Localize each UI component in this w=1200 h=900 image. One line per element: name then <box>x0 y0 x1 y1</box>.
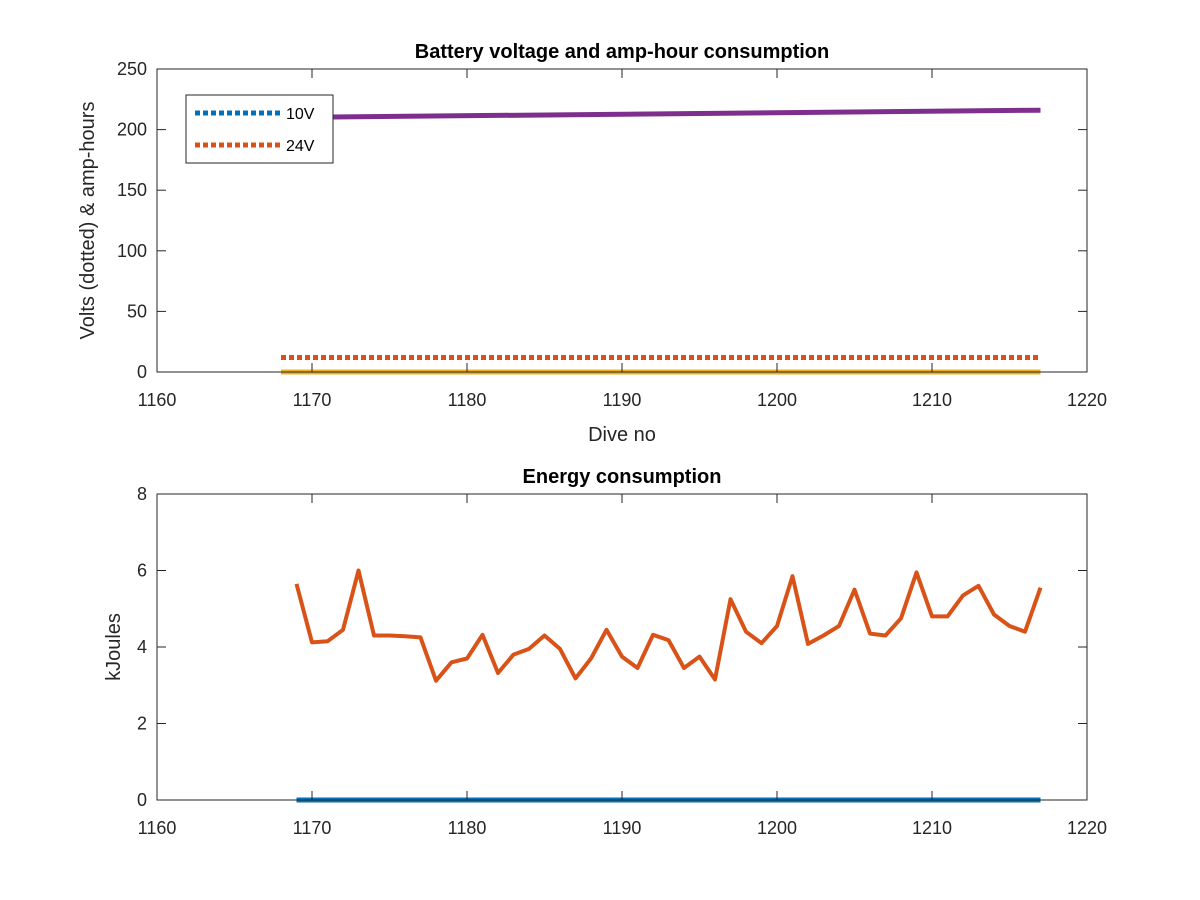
voltage-chart-title: Battery voltage and amp-hour consumption <box>415 41 829 63</box>
energy-x-tick-label: 1190 <box>603 818 642 838</box>
voltage-x-tick-label: 1180 <box>448 390 487 410</box>
voltage-x-axis-label: Dive no <box>588 424 656 446</box>
legend-label-24v: 24V <box>286 138 315 155</box>
voltage-y-tick-label: 150 <box>117 180 147 200</box>
legend-box <box>185 94 334 164</box>
voltage-panel: 1160 1170 1180 1190 1200 1210 1220 0 50 100 150 200… <box>77 41 1107 446</box>
voltage-y-tick-label: 0 <box>137 362 147 382</box>
voltage-x-tick-label: 1220 <box>1067 390 1107 410</box>
energy-y-tick-label: 2 <box>137 714 147 734</box>
energy-x-tick-label: 1210 <box>912 818 952 838</box>
series-purple-line <box>280 107 1041 120</box>
voltage-y-tick-label: 200 <box>117 120 147 140</box>
energy-y-axis-label: kJoules <box>103 613 125 681</box>
energy-y-tick-label: 6 <box>137 561 147 581</box>
voltage-ticks: 1160 1170 1180 1190 1200 1210 1220 0 50 100 150 200… <box>117 59 1107 410</box>
voltage-x-tick-label: 1170 <box>293 390 332 410</box>
energy-y-tick-label: 0 <box>137 790 147 810</box>
energy-x-tick-label: 1200 <box>757 818 797 838</box>
voltage-x-tick-label: 1200 <box>757 390 797 410</box>
voltage-legend: 10V 24V <box>185 94 334 164</box>
voltage-y-axis-label: Volts (dotted) & amp-hours <box>77 102 99 340</box>
legend-label-10v: 10V <box>286 106 315 123</box>
energy-chart-title: Energy consumption <box>523 466 722 488</box>
energy-x-tick-label: 1160 <box>138 818 177 838</box>
voltage-y-tick-label: 100 <box>117 241 147 261</box>
series-energy-line <box>294 568 1043 683</box>
voltage-y-tick-label: 250 <box>117 59 147 79</box>
energy-x-tick-label: 1170 <box>293 818 332 838</box>
voltage-y-tick-label: 50 <box>127 301 147 321</box>
energy-y-tick-label: 8 <box>137 484 147 504</box>
voltage-x-tick-label: 1160 <box>138 390 177 410</box>
energy-panel: 1160 1170 1180 1190 1200 1210 1220 0 2 4 6 8 Energy… <box>103 466 1107 838</box>
energy-x-tick-label: 1180 <box>448 818 487 838</box>
voltage-x-tick-label: 1190 <box>603 390 642 410</box>
energy-x-tick-label: 1220 <box>1067 818 1107 838</box>
voltage-x-tick-label: 1210 <box>912 390 952 410</box>
energy-y-tick-label: 4 <box>137 637 147 657</box>
energy-ticks: 1160 1170 1180 1190 1200 1210 1220 0 2 4 6 8 <box>137 484 1107 838</box>
